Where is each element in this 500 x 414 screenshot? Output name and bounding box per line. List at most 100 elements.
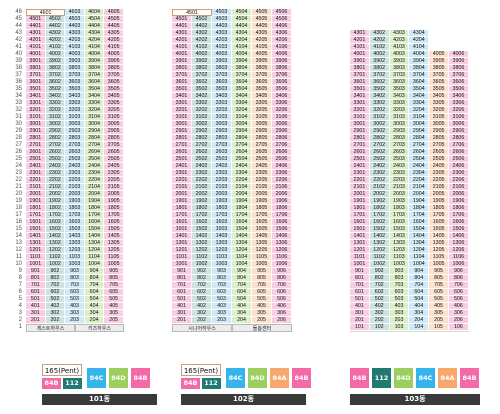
unit-cell[interactable]: 3304 — [409, 100, 430, 107]
unit-cell[interactable]: 1502 — [192, 226, 212, 233]
unit-cell[interactable]: 2402 — [45, 163, 66, 170]
unit-cell[interactable]: 4202 — [192, 37, 212, 44]
unit-cell[interactable]: 2702 — [192, 142, 212, 149]
unit-cell[interactable]: 1802 — [192, 205, 212, 212]
unit-cell[interactable]: 2503 — [389, 156, 410, 163]
unit-cell[interactable]: 2903 — [65, 128, 85, 135]
unit-cell[interactable]: 2203 — [65, 177, 85, 184]
unit-cell[interactable]: 3803 — [212, 65, 232, 72]
unit-cell[interactable]: 4106 — [272, 44, 292, 51]
unit-cell[interactable]: 704 — [232, 282, 252, 289]
unit-cell[interactable]: 2602 — [369, 149, 390, 156]
unit-cell[interactable]: 3304 — [232, 100, 252, 107]
unit-cell[interactable]: 3804 — [232, 65, 252, 72]
unit-cell[interactable]: 2505 — [252, 156, 272, 163]
unit-cell[interactable]: 605 — [429, 289, 449, 296]
unit-cell[interactable]: 2405 — [104, 163, 124, 170]
unit-cell[interactable]: 606 — [272, 289, 292, 296]
unit-cell[interactable]: 2403 — [212, 163, 232, 170]
unit-cell[interactable]: 3701 — [172, 72, 192, 79]
unit-cell[interactable]: 301 — [350, 310, 370, 317]
unit-cell[interactable]: 2102 — [45, 184, 66, 191]
unit-cell[interactable]: 3402 — [192, 93, 212, 100]
unit-cell[interactable]: 1201 — [172, 247, 192, 254]
unit-cell[interactable]: 4404 — [232, 23, 252, 30]
unit-cell[interactable]: 4401 — [26, 23, 46, 30]
unit-cell[interactable]: 1305 — [104, 240, 124, 247]
unit-cell[interactable]: 1406 — [272, 233, 292, 240]
unit-cell[interactable]: 1402 — [45, 233, 66, 240]
unit-cell[interactable]: 201 — [172, 317, 192, 324]
unit-cell[interactable]: 2801 — [350, 135, 370, 142]
unit-cell[interactable]: 901 — [26, 268, 46, 275]
unit-cell[interactable]: 3202 — [192, 107, 212, 114]
unit-cell[interactable]: 2503 — [65, 156, 85, 163]
unit-cell[interactable]: 1005 — [429, 261, 449, 268]
unit-cell[interactable]: 1303 — [389, 240, 410, 247]
unit-cell[interactable]: 4205 — [104, 37, 124, 44]
unit-cell[interactable]: 4305 — [104, 30, 124, 37]
unit-cell[interactable]: 4503 — [65, 16, 85, 23]
unit-cell[interactable]: 701 — [350, 282, 370, 289]
unit-cell[interactable]: 1801 — [26, 205, 46, 212]
unit-cell[interactable]: 701 — [172, 282, 192, 289]
unit-cell[interactable]: 1104 — [409, 254, 430, 261]
unit-cell[interactable]: 1306 — [272, 240, 292, 247]
unit-cell[interactable]: 1704 — [409, 212, 430, 219]
unit-cell[interactable]: 3303 — [212, 100, 232, 107]
unit-cell[interactable]: 2004 — [232, 191, 252, 198]
unit-cell[interactable]: 4006 — [449, 51, 469, 58]
unit-cell[interactable]: 2805 — [104, 135, 124, 142]
unit-cell[interactable]: 3803 — [65, 65, 85, 72]
unit-cell[interactable]: 2704 — [84, 142, 105, 149]
unit-cell[interactable]: 403 — [389, 303, 410, 310]
unit-cell[interactable]: 2206 — [449, 177, 469, 184]
unit-cell[interactable]: 501 — [172, 296, 192, 303]
unit-cell[interactable]: 1501 — [350, 226, 370, 233]
unit-cell[interactable]: 802 — [45, 275, 66, 282]
unit-cell[interactable]: 303 — [389, 310, 410, 317]
unit-cell[interactable]: 1805 — [429, 205, 449, 212]
unit-cell[interactable]: 202 — [45, 317, 66, 324]
unit-cell[interactable]: 3104 — [84, 114, 105, 121]
unit-cell[interactable]: 4003 — [212, 51, 232, 58]
unit-cell[interactable]: 3305 — [252, 100, 272, 107]
unit-cell[interactable]: 3102 — [192, 114, 212, 121]
unit-cell[interactable]: 604 — [232, 289, 252, 296]
unit-cell[interactable]: 402 — [192, 303, 212, 310]
unit-cell[interactable]: 201 — [350, 317, 370, 324]
unit-cell[interactable]: 4002 — [369, 51, 390, 58]
unit-cell[interactable]: 2106 — [272, 184, 292, 191]
unit-cell[interactable]: 3802 — [192, 65, 212, 72]
unit-cell[interactable]: 3306 — [449, 100, 469, 107]
unit-cell[interactable]: 906 — [449, 268, 469, 275]
unit-cell[interactable]: 4303 — [65, 30, 85, 37]
unit-cell[interactable]: 2802 — [45, 135, 66, 142]
unit-cell[interactable]: 1602 — [45, 219, 66, 226]
unit-cell[interactable]: 3601 — [172, 79, 192, 86]
unit-cell[interactable]: 4502 — [45, 16, 66, 23]
unit-cell[interactable]: 4102 — [45, 44, 66, 51]
unit-cell[interactable]: 1802 — [45, 205, 66, 212]
unit-cell[interactable]: 2103 — [389, 184, 410, 191]
unit-cell[interactable]: 4004 — [232, 51, 252, 58]
unit-cell[interactable]: 1302 — [369, 240, 390, 247]
unit-cell[interactable]: 4101 — [350, 44, 370, 51]
penthouse-cell[interactable]: 4501 — [172, 9, 212, 16]
unit-cell[interactable]: 802 — [369, 275, 390, 282]
unit-cell[interactable]: 2204 — [409, 177, 430, 184]
unit-cell[interactable]: 3405 — [429, 93, 449, 100]
unit-cell[interactable]: 1102 — [369, 254, 390, 261]
unit-cell[interactable]: 3204 — [232, 107, 252, 114]
unit-cell[interactable]: 4405 — [104, 23, 124, 30]
unit-cell[interactable]: 505 — [429, 296, 449, 303]
unit-cell[interactable]: 1204 — [84, 247, 105, 254]
unit-cell[interactable]: 1104 — [232, 254, 252, 261]
unit-cell[interactable]: 3404 — [84, 93, 105, 100]
unit-cell[interactable]: 1903 — [389, 198, 410, 205]
unit-cell[interactable]: 2602 — [192, 149, 212, 156]
unit-cell[interactable]: 2502 — [369, 156, 390, 163]
unit-cell[interactable]: 1706 — [272, 212, 292, 219]
unit-cell[interactable]: 1504 — [84, 226, 105, 233]
unit-cell[interactable]: 301 — [26, 310, 46, 317]
